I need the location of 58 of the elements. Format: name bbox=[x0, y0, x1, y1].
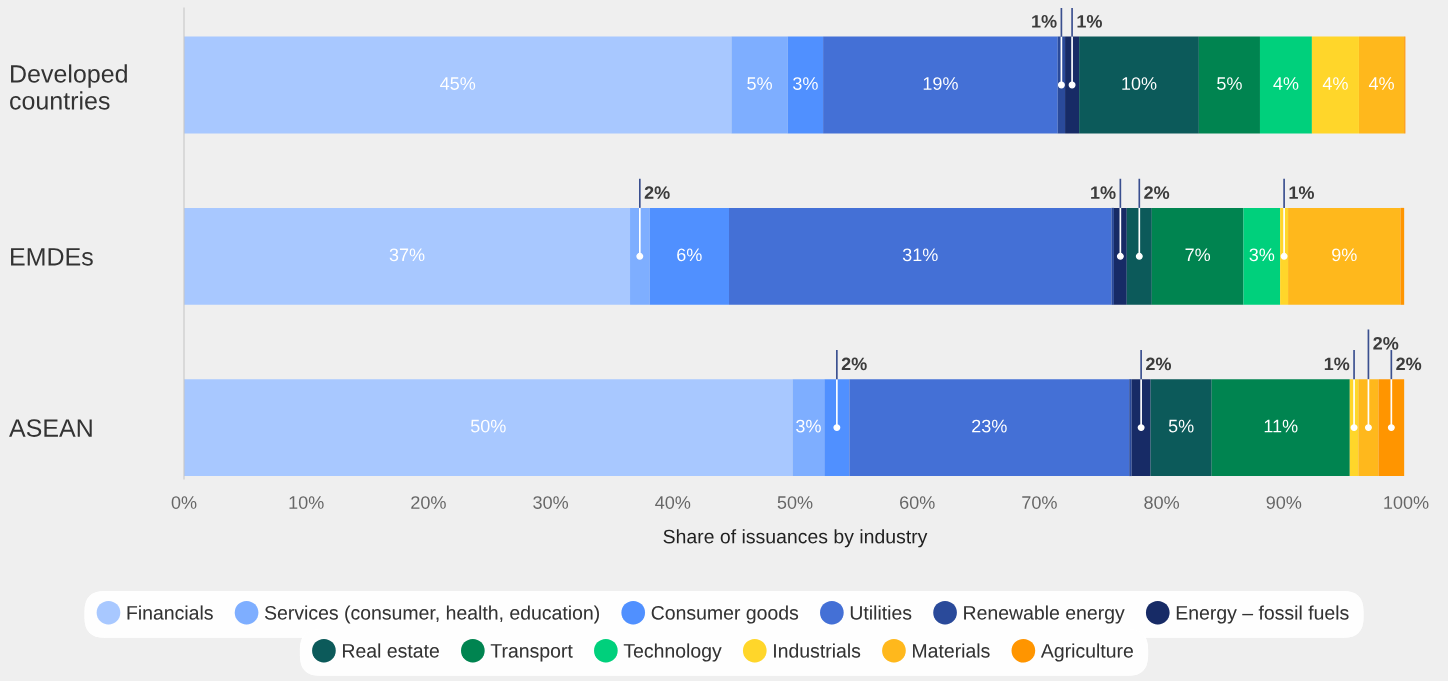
x-tick-label: 0% bbox=[171, 496, 197, 509]
data-label: 2% bbox=[1373, 336, 1399, 350]
data-label: 1% bbox=[1091, 186, 1116, 199]
data-label: 10% bbox=[1122, 77, 1157, 90]
data-label: 7% bbox=[1185, 248, 1211, 262]
legend-label: Materials bbox=[913, 643, 990, 658]
legend-label: Services (consumer, health, education) bbox=[264, 605, 599, 624]
data-label: 2% bbox=[1144, 186, 1170, 199]
y-tick-label: Developed countries bbox=[10, 64, 127, 110]
data-label: 3% bbox=[796, 419, 821, 433]
legend-label: Industrials bbox=[774, 643, 861, 658]
data-label: 23% bbox=[972, 419, 1007, 433]
x-axis-title: Share of issuances by industry bbox=[663, 529, 928, 548]
legend-label: Renewable energy bbox=[964, 605, 1125, 624]
x-tick-label: 40% bbox=[655, 496, 691, 509]
x-tick-label: 100% bbox=[1384, 496, 1429, 509]
x-tick-label: 90% bbox=[1266, 496, 1302, 509]
data-label: 45% bbox=[440, 77, 476, 90]
y-tick-label: ASEAN bbox=[9, 419, 92, 437]
x-tick-label: 60% bbox=[900, 496, 935, 509]
data-label: 3% bbox=[1249, 248, 1275, 262]
data-label: 11% bbox=[1264, 419, 1298, 433]
legend-label: Consumer goods bbox=[651, 605, 799, 624]
data-label: 5% bbox=[747, 77, 772, 90]
legend-label: Agriculture bbox=[1040, 643, 1133, 662]
data-label: 2% bbox=[1396, 357, 1422, 371]
x-tick-label: 50% bbox=[777, 496, 813, 509]
data-label: 5% bbox=[1217, 77, 1242, 90]
legend-label: Financials bbox=[127, 605, 213, 620]
legend-label: Technology bbox=[623, 643, 722, 662]
y-tick-label: EMDEs bbox=[11, 248, 93, 266]
data-label: 4% bbox=[1273, 77, 1299, 90]
data-label: 1% bbox=[1032, 15, 1057, 28]
x-tick-label: 30% bbox=[533, 496, 569, 509]
legend-label: Transport bbox=[490, 644, 573, 662]
legend-label: Real estate bbox=[343, 643, 439, 658]
x-tick-label: 70% bbox=[1022, 496, 1057, 509]
data-label: 2% bbox=[1146, 357, 1172, 371]
data-label: 1% bbox=[1077, 15, 1102, 28]
legend-label: Energy – fossil fuels bbox=[1176, 605, 1349, 624]
data-label: 4% bbox=[1368, 77, 1394, 90]
x-tick-label: 20% bbox=[411, 496, 446, 509]
data-label: 2% bbox=[841, 357, 867, 371]
data-label: 19% bbox=[923, 77, 958, 90]
legend-label: Utilities bbox=[850, 605, 912, 620]
data-label: 50% bbox=[470, 419, 506, 433]
data-label: 4% bbox=[1322, 77, 1348, 90]
data-label: 9% bbox=[1332, 248, 1357, 262]
data-label: 2% bbox=[644, 186, 670, 199]
data-label: 37% bbox=[389, 248, 425, 262]
data-label: 3% bbox=[793, 77, 818, 90]
data-label: 5% bbox=[1168, 419, 1194, 433]
data-label: 1% bbox=[1289, 186, 1314, 199]
data-label: 31% bbox=[902, 248, 938, 262]
x-tick-label: 80% bbox=[1144, 496, 1180, 509]
data-label: 1% bbox=[1324, 357, 1350, 371]
data-label: 6% bbox=[677, 248, 702, 262]
x-tick-label: 10% bbox=[289, 496, 324, 509]
